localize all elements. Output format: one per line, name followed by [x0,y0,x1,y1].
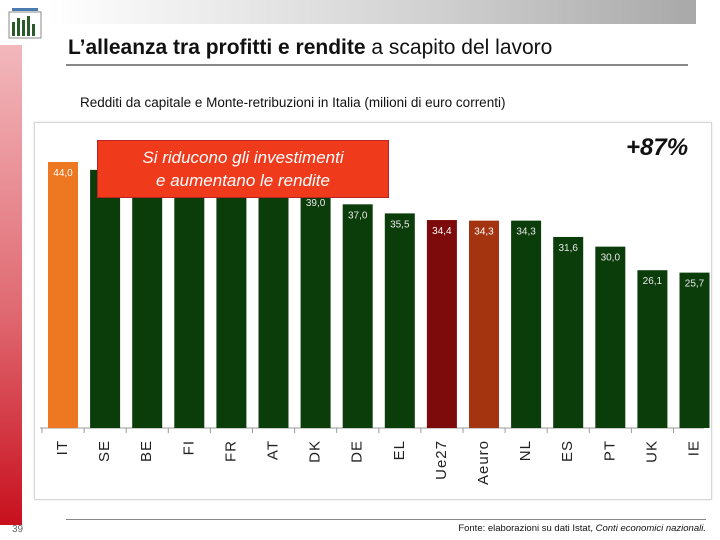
bar-DE [342,204,373,428]
bar-SE [90,169,121,428]
category-label-UK: UK [643,440,660,463]
bar-Aeuro [469,220,499,428]
top-decor-bar [48,0,696,24]
data-label-IE: 25,7 [685,279,705,290]
chart-subtitle: Redditi da capitale e Monte-retribuzioni… [80,95,506,110]
callout-box: Si riducono gli investimenti e aumentano… [97,140,389,198]
data-label-PT: 30,0 [601,253,621,264]
category-label-PT: PT [601,440,618,461]
bar-FI [174,177,205,428]
bar-NL [511,220,542,428]
data-label-IT: 44,0 [53,168,73,179]
bar-PT [595,246,626,428]
source-italic: Conti economici nazionali. [595,523,706,534]
category-label-SE: SE [96,440,113,462]
data-label-ES: 31,6 [558,243,578,254]
category-label-NL: NL [517,440,534,461]
category-label-IT: IT [54,440,71,455]
category-label-ES: ES [559,440,576,462]
category-label-DK: DK [307,440,324,463]
bar-EL [384,213,415,428]
left-decor-strip [0,45,22,525]
data-label-DK: 39,0 [306,198,326,209]
slide-title: L’alleanza tra profitti e rendite a scap… [68,36,552,60]
source-note: Fonte: elaborazioni su dati Istat, Conti… [458,523,706,534]
data-label-UK: 26,1 [643,276,663,287]
data-label-Aeuro: 34,3 [474,227,494,238]
bar-FR [216,178,247,428]
logo-icon [8,8,42,39]
category-label-AT: AT [264,440,281,460]
bar-ES [553,236,584,428]
category-label-FI: FI [180,440,197,455]
category-label-Ue27: Ue27 [433,440,450,480]
title-bold: L’alleanza tra profitti e rendite [68,36,366,59]
percent-change-label: +87% [626,134,689,161]
bar-Ue27 [426,220,457,428]
data-label-DE: 37,0 [348,210,368,221]
data-label-NL: 34,3 [516,227,536,238]
bar-BE [132,172,163,428]
data-label-EL: 35,5 [390,219,410,230]
category-label-BE: BE [138,440,155,462]
bar-chart: 44,0ITSEBE41,4FI41,3FR41,0AT39,0DK37,0DE… [40,162,710,485]
footer-divider [66,519,706,520]
category-label-Aeuro: Aeuro [475,440,492,485]
callout-line-1: Si riducono gli investimenti [142,148,344,167]
page-number: 39 [12,524,24,535]
title-rest: a scapito del lavoro [365,36,553,59]
source-prefix: Fonte: elaborazioni su dati Istat, [458,523,596,534]
category-label-IE: IE [685,440,702,456]
data-label-Ue27: 34,4 [432,226,452,237]
category-label-DE: DE [349,440,366,463]
bar-DK [300,192,331,428]
bar-IT [48,162,78,428]
bar-UK [637,270,668,428]
bar-IE [679,272,710,428]
title-divider [66,64,688,66]
callout-line-2: e aumentano le rendite [156,171,330,190]
category-label-FR: FR [222,440,239,462]
category-label-EL: EL [391,440,408,460]
bar-AT [258,180,289,428]
